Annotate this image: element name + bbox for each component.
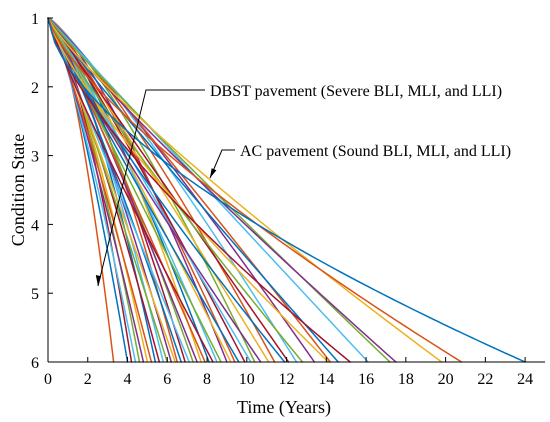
x-tick-label: 20 <box>438 371 454 388</box>
x-tick-label: 14 <box>318 371 334 388</box>
series-line-34 <box>47 17 190 363</box>
x-axis-title: Time (Years) <box>237 397 331 418</box>
series-line-15 <box>47 17 286 363</box>
x-tick-label: 16 <box>358 371 374 388</box>
y-tick-label: 3 <box>31 149 39 166</box>
ac-annotation: AC pavement (Sound BLI, MLI, and LLI) <box>240 143 511 160</box>
x-tick-label: 18 <box>398 371 414 388</box>
series-line-8 <box>47 17 339 363</box>
x-tick-label: 12 <box>279 371 295 388</box>
x-tick-label: 4 <box>124 371 132 388</box>
y-axis-title: Condition State <box>8 134 28 247</box>
ac-leader-arrowhead <box>210 168 217 178</box>
series-line-1 <box>47 17 526 363</box>
ac-leader-line <box>209 149 235 179</box>
y-tick-label: 4 <box>31 217 39 234</box>
x-ticks: 0 2 4 6 8 10 12 14 16 18 20 22 24 <box>44 357 533 388</box>
x-tick-label: 8 <box>203 371 211 388</box>
x-tick-label: 22 <box>477 371 493 388</box>
y-ticks: 1 2 3 4 5 6 <box>31 11 53 372</box>
x-tick-label: 6 <box>163 371 171 388</box>
series-line-14 <box>47 17 290 363</box>
y-tick-label: 6 <box>31 355 39 372</box>
x-tick-label: 0 <box>44 371 52 388</box>
dbst-annotation: DBST pavement (Severe BLI, MLI, and LLI) <box>210 83 502 100</box>
dbst-leader-arrowhead <box>95 275 102 286</box>
x-tick-label: 2 <box>84 371 92 388</box>
dbst-leader-line <box>97 89 205 287</box>
curves-group <box>47 17 526 363</box>
series-line-3 <box>47 17 443 363</box>
x-tick-label: 24 <box>517 371 533 388</box>
series-line-20 <box>47 17 252 363</box>
series-line-7 <box>47 17 351 363</box>
y-tick-label: 2 <box>31 80 39 97</box>
y-tick-label: 1 <box>31 11 39 28</box>
x-tick-label: 10 <box>239 371 255 388</box>
series-line-28 <box>47 17 214 363</box>
y-tick-label: 5 <box>31 286 39 303</box>
